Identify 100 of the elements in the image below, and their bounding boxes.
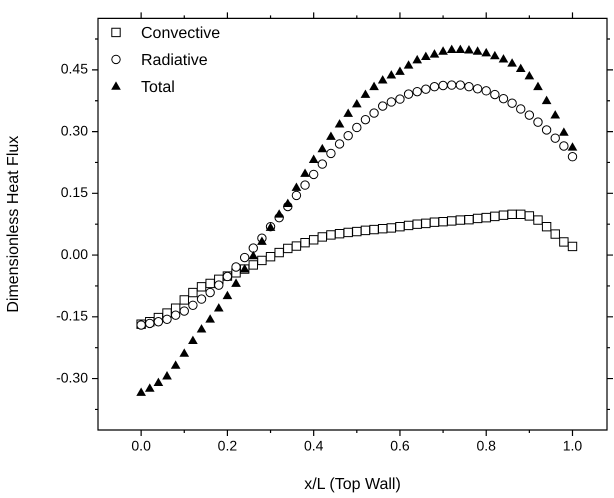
- point: [404, 89, 414, 99]
- point: [248, 260, 258, 270]
- point: [498, 54, 508, 63]
- point: [300, 168, 310, 177]
- point: [274, 248, 284, 258]
- point: [343, 108, 354, 117]
- point: [334, 228, 344, 238]
- y-tick-label: 0.00: [60, 246, 88, 262]
- point: [568, 142, 578, 151]
- y-axis-title: Dimensionless Heat Flux: [5, 136, 22, 313]
- x-tick-label: 0.6: [390, 437, 410, 454]
- legend-label: Radiative: [141, 52, 208, 69]
- y-tick-label: 0.15: [60, 184, 88, 200]
- point: [386, 223, 396, 233]
- point: [205, 314, 215, 323]
- point: [438, 217, 448, 226]
- point: [154, 378, 164, 386]
- point: [421, 218, 431, 228]
- point: [196, 324, 206, 333]
- point: [205, 288, 215, 298]
- point: [404, 220, 414, 230]
- point: [412, 86, 422, 96]
- point: [274, 209, 284, 218]
- x-tick-label: 1.0: [562, 437, 582, 454]
- point: [369, 108, 379, 118]
- point: [300, 238, 310, 248]
- point: [248, 243, 258, 253]
- point: [464, 82, 474, 92]
- point: [550, 133, 560, 143]
- point: [154, 317, 164, 326]
- point: [421, 84, 431, 94]
- point: [360, 114, 370, 124]
- point: [214, 280, 224, 290]
- point: [378, 101, 388, 111]
- point: [524, 110, 534, 120]
- point: [550, 110, 560, 118]
- point: [421, 52, 431, 60]
- point: [472, 46, 482, 55]
- point: [386, 70, 396, 79]
- point: [343, 131, 353, 140]
- point: [516, 64, 526, 72]
- point: [456, 215, 466, 225]
- point: [352, 226, 362, 236]
- point: [300, 180, 310, 190]
- point: [334, 119, 344, 128]
- y-tick-label: 0.45: [60, 60, 88, 77]
- point: [507, 98, 517, 108]
- point: [231, 278, 241, 287]
- point: [447, 80, 456, 90]
- point: [507, 210, 517, 220]
- point: [395, 222, 405, 232]
- point: [386, 97, 396, 107]
- point: [196, 282, 206, 292]
- point: [248, 250, 258, 260]
- point: [481, 48, 492, 56]
- point: [524, 211, 534, 221]
- point: [292, 182, 302, 191]
- point: [404, 60, 414, 69]
- point: [162, 314, 172, 324]
- point: [308, 235, 318, 245]
- point: [170, 360, 180, 369]
- point: [456, 80, 466, 90]
- point: [266, 252, 276, 262]
- point: [326, 148, 336, 158]
- point: [542, 222, 552, 232]
- point: [516, 104, 526, 114]
- point: [482, 212, 491, 222]
- point: [326, 131, 336, 140]
- point: [533, 215, 543, 225]
- point: [326, 230, 336, 240]
- point: [438, 80, 448, 90]
- y-tick-label: -0.30: [56, 369, 88, 386]
- point: [343, 228, 353, 238]
- point: [188, 336, 198, 344]
- point: [257, 256, 267, 266]
- point: [542, 125, 552, 135]
- point: [360, 226, 370, 236]
- point: [318, 232, 328, 242]
- point: [559, 237, 569, 247]
- point: [430, 49, 440, 58]
- point: [430, 217, 440, 227]
- x-tick-label: 0.8: [476, 437, 496, 454]
- point: [170, 310, 180, 320]
- point: [456, 44, 466, 54]
- point: [490, 212, 500, 222]
- point: [317, 144, 328, 152]
- point: [412, 220, 422, 229]
- point: [292, 241, 302, 251]
- point: [196, 294, 206, 304]
- point: [516, 210, 526, 220]
- point: [180, 306, 189, 316]
- point: [231, 262, 241, 272]
- point: [283, 244, 292, 254]
- point: [282, 198, 293, 207]
- point: [378, 224, 388, 234]
- point: [447, 216, 456, 226]
- point: [550, 229, 560, 239]
- point: [369, 82, 379, 90]
- point: [360, 90, 370, 98]
- point: [188, 300, 198, 310]
